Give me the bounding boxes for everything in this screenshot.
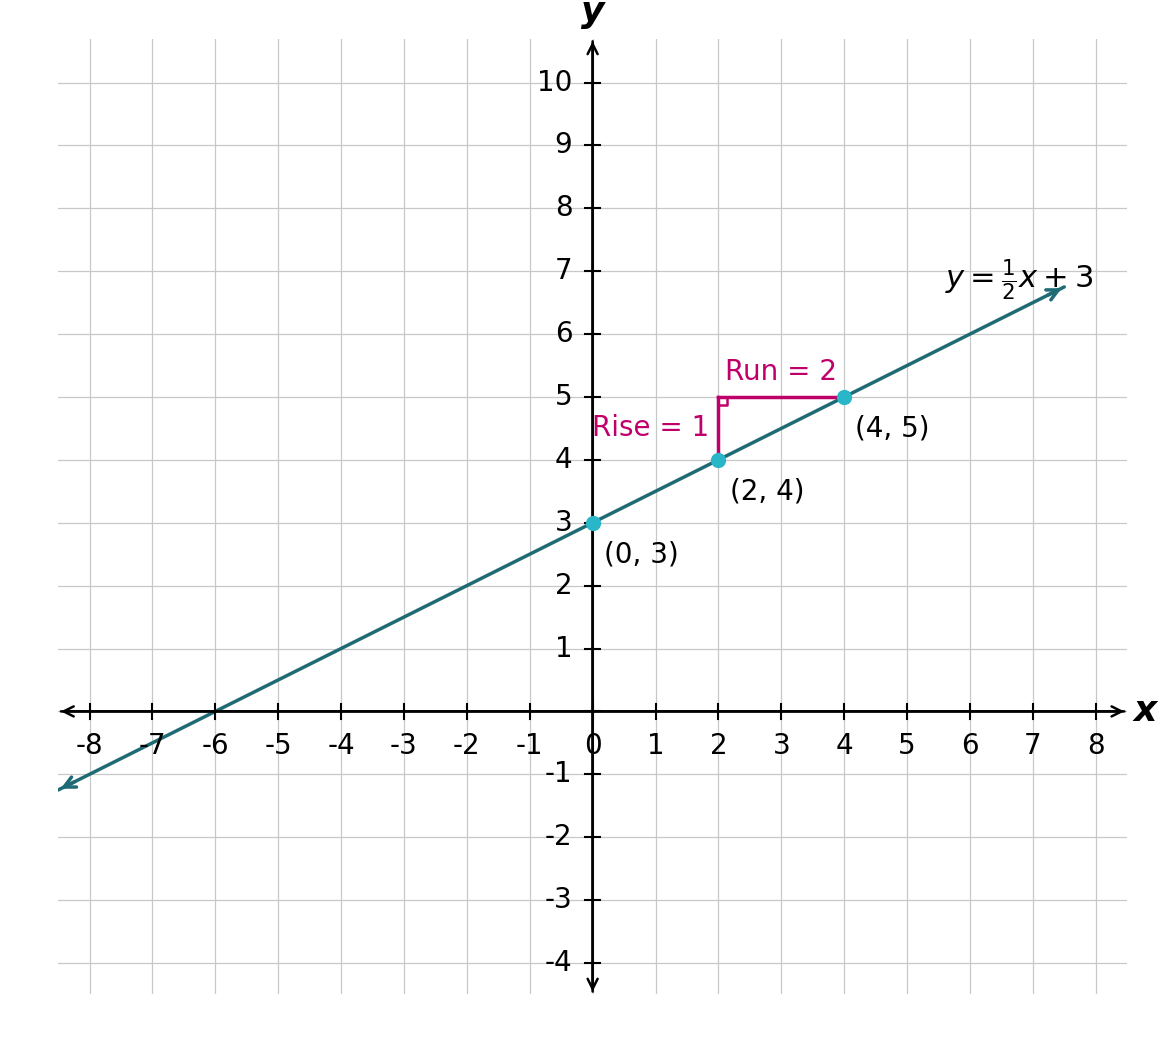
Text: -1: -1 (545, 760, 573, 788)
Text: 7: 7 (1024, 731, 1041, 760)
Text: 2: 2 (710, 731, 727, 760)
Text: 0: 0 (583, 731, 602, 760)
Text: 3: 3 (554, 509, 573, 536)
Text: -4: -4 (545, 949, 573, 977)
Text: 10: 10 (537, 69, 573, 97)
Text: 4: 4 (835, 731, 853, 760)
Text: 8: 8 (555, 194, 573, 222)
Text: 5: 5 (555, 383, 573, 411)
Text: x: x (1133, 695, 1156, 728)
Text: 3: 3 (773, 731, 790, 760)
Text: -3: -3 (545, 886, 573, 914)
Text: 6: 6 (961, 731, 978, 760)
Text: -1: -1 (516, 731, 544, 760)
Text: -4: -4 (328, 731, 354, 760)
Text: (4, 5): (4, 5) (855, 414, 930, 443)
Text: 4: 4 (555, 446, 573, 474)
Text: -8: -8 (76, 731, 103, 760)
Text: -5: -5 (265, 731, 292, 760)
Text: 1: 1 (555, 635, 573, 663)
Text: Run = 2: Run = 2 (725, 357, 838, 386)
Text: -2: -2 (453, 731, 481, 760)
Text: -7: -7 (138, 731, 166, 760)
Text: -6: -6 (201, 731, 229, 760)
Text: 2: 2 (555, 571, 573, 600)
Text: 8: 8 (1086, 731, 1105, 760)
Text: -2: -2 (545, 823, 573, 852)
Text: -3: -3 (390, 731, 418, 760)
Text: 9: 9 (554, 132, 573, 159)
Text: $y = \frac{1}{2}x + 3$: $y = \frac{1}{2}x + 3$ (945, 258, 1093, 304)
Text: 7: 7 (555, 257, 573, 286)
Text: 5: 5 (898, 731, 916, 760)
Text: 6: 6 (555, 320, 573, 348)
Text: (2, 4): (2, 4) (730, 477, 804, 506)
Text: Rise = 1: Rise = 1 (591, 414, 709, 443)
Text: 1: 1 (647, 731, 665, 760)
Text: (0, 3): (0, 3) (604, 541, 679, 568)
Text: y: y (581, 0, 604, 30)
